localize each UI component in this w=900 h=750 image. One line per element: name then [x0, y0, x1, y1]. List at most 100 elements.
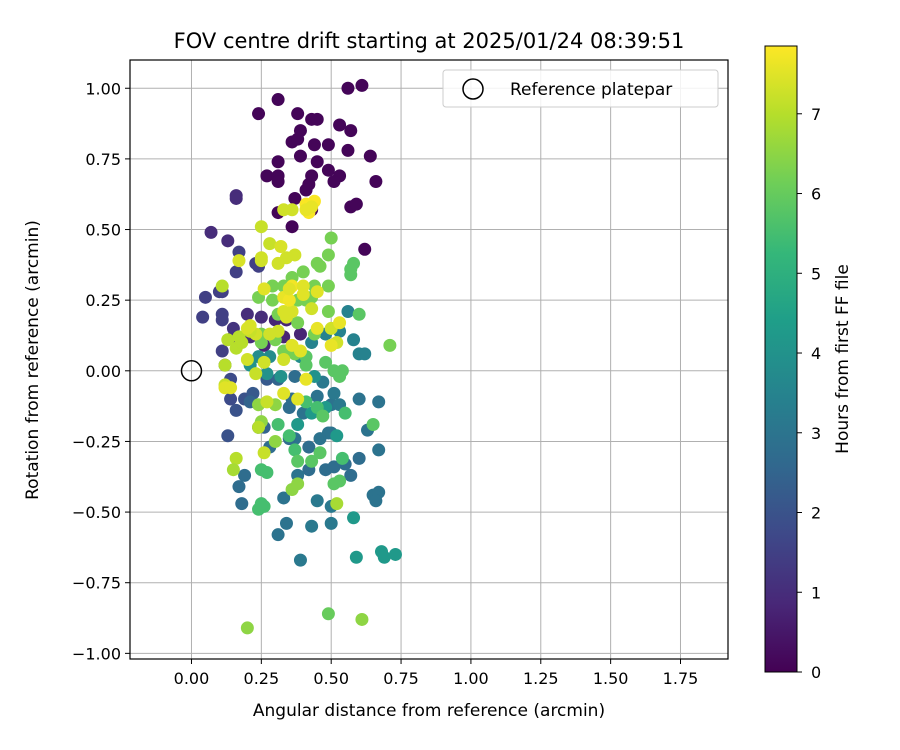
data-point: [252, 420, 266, 434]
data-point: [221, 429, 235, 443]
x-axis-ticks: 0.00 0.25 0.50 0.75 1.00 1.25 1.50 1.75: [174, 659, 698, 688]
data-point: [226, 463, 240, 477]
data-point: [240, 621, 254, 635]
data-point: [321, 248, 335, 262]
data-point: [305, 454, 319, 468]
data-point: [349, 550, 363, 564]
x-tick-label: 1.50: [593, 669, 629, 688]
data-point: [277, 386, 291, 400]
data-point: [355, 612, 369, 626]
data-point: [229, 403, 243, 417]
data-point: [296, 288, 310, 302]
data-point: [327, 477, 341, 491]
data-point: [271, 155, 285, 169]
data-point: [344, 468, 358, 482]
data-point: [232, 480, 246, 494]
data-point: [305, 200, 319, 214]
data-point: [215, 344, 229, 358]
data-point: [333, 316, 347, 330]
y-axis-ticks: 1.00 0.75 0.50 0.25 0.00 −0.25 −0.50 −0.75 −1.00: [72, 79, 130, 663]
data-point: [221, 333, 235, 347]
data-point: [271, 93, 285, 107]
data-point: [221, 234, 235, 248]
data-point: [215, 279, 229, 293]
data-point: [358, 347, 372, 361]
data-point: [271, 528, 285, 542]
data-point: [310, 112, 324, 126]
data-point: [249, 367, 263, 381]
data-point: [274, 369, 288, 383]
x-tick-label: 1.25: [523, 669, 559, 688]
data-point: [338, 406, 352, 420]
data-point: [372, 443, 386, 457]
legend-label: Reference platepar: [510, 80, 672, 100]
data-point: [327, 386, 341, 400]
data-point: [291, 417, 305, 431]
data-point: [291, 477, 305, 491]
data-point: [277, 491, 291, 505]
data-point: [263, 237, 277, 251]
data-point: [299, 183, 313, 197]
data-point: [257, 355, 271, 369]
data-point: [232, 254, 246, 268]
data-point: [330, 497, 344, 511]
y-tick-label: −0.75: [72, 574, 121, 593]
data-point: [372, 395, 386, 409]
data-point: [321, 138, 335, 152]
data-point: [291, 132, 305, 146]
data-point: [235, 497, 249, 511]
data-point: [282, 429, 296, 443]
data-point: [330, 429, 344, 443]
data-point: [288, 191, 302, 205]
data-point: [291, 392, 305, 406]
data-point: [344, 124, 358, 138]
data-point: [271, 417, 285, 431]
data-point: [282, 401, 296, 415]
data-point: [355, 78, 369, 92]
data-point: [383, 338, 397, 352]
data-point: [310, 494, 324, 508]
data-point: [335, 451, 349, 465]
data-point: [282, 293, 296, 307]
data-point: [279, 516, 293, 530]
data-point: [268, 434, 282, 448]
data-point: [347, 333, 361, 347]
data-point: [341, 81, 355, 95]
data-point: [271, 174, 285, 188]
data-point: [313, 259, 327, 273]
colorbar-ticks: 0 1 2 3 4 5 6 7: [797, 105, 821, 682]
colorbar-tick-label: 2: [811, 504, 821, 523]
chart-title: FOV centre drift starting at 2025/01/24 …: [174, 29, 685, 53]
data-point: [235, 336, 249, 350]
data-point: [274, 239, 288, 253]
data-point: [388, 547, 402, 561]
data-point: [333, 118, 347, 132]
colorbar: 0 1 2 3 4 5 6 7 Hours from first FF file: [764, 45, 853, 682]
data-point: [260, 169, 274, 183]
data-point: [333, 369, 347, 383]
data-point: [369, 494, 383, 508]
data-point: [291, 107, 305, 121]
data-point: [260, 367, 274, 381]
x-tick-label: 0.75: [383, 669, 419, 688]
data-point: [307, 138, 321, 152]
data-point: [305, 519, 319, 533]
y-axis-label: Rotation from reference (arcmin): [23, 220, 43, 500]
colorbar-tick-label: 6: [811, 185, 821, 204]
x-tick-label: 0.00: [174, 669, 210, 688]
data-point: [204, 225, 218, 239]
data-point: [260, 466, 274, 480]
data-point: [282, 282, 296, 296]
y-tick-label: 0.50: [85, 221, 121, 240]
legend: Reference platepar: [442, 69, 719, 108]
colorbar-tick-label: 7: [811, 105, 821, 124]
data-point: [252, 107, 266, 121]
data-point: [260, 395, 274, 409]
data-point: [324, 231, 338, 245]
legend-marker: [462, 78, 484, 100]
grid-lines: [130, 60, 728, 659]
data-point: [224, 381, 238, 395]
data-point: [238, 468, 252, 482]
data-point: [324, 338, 338, 352]
